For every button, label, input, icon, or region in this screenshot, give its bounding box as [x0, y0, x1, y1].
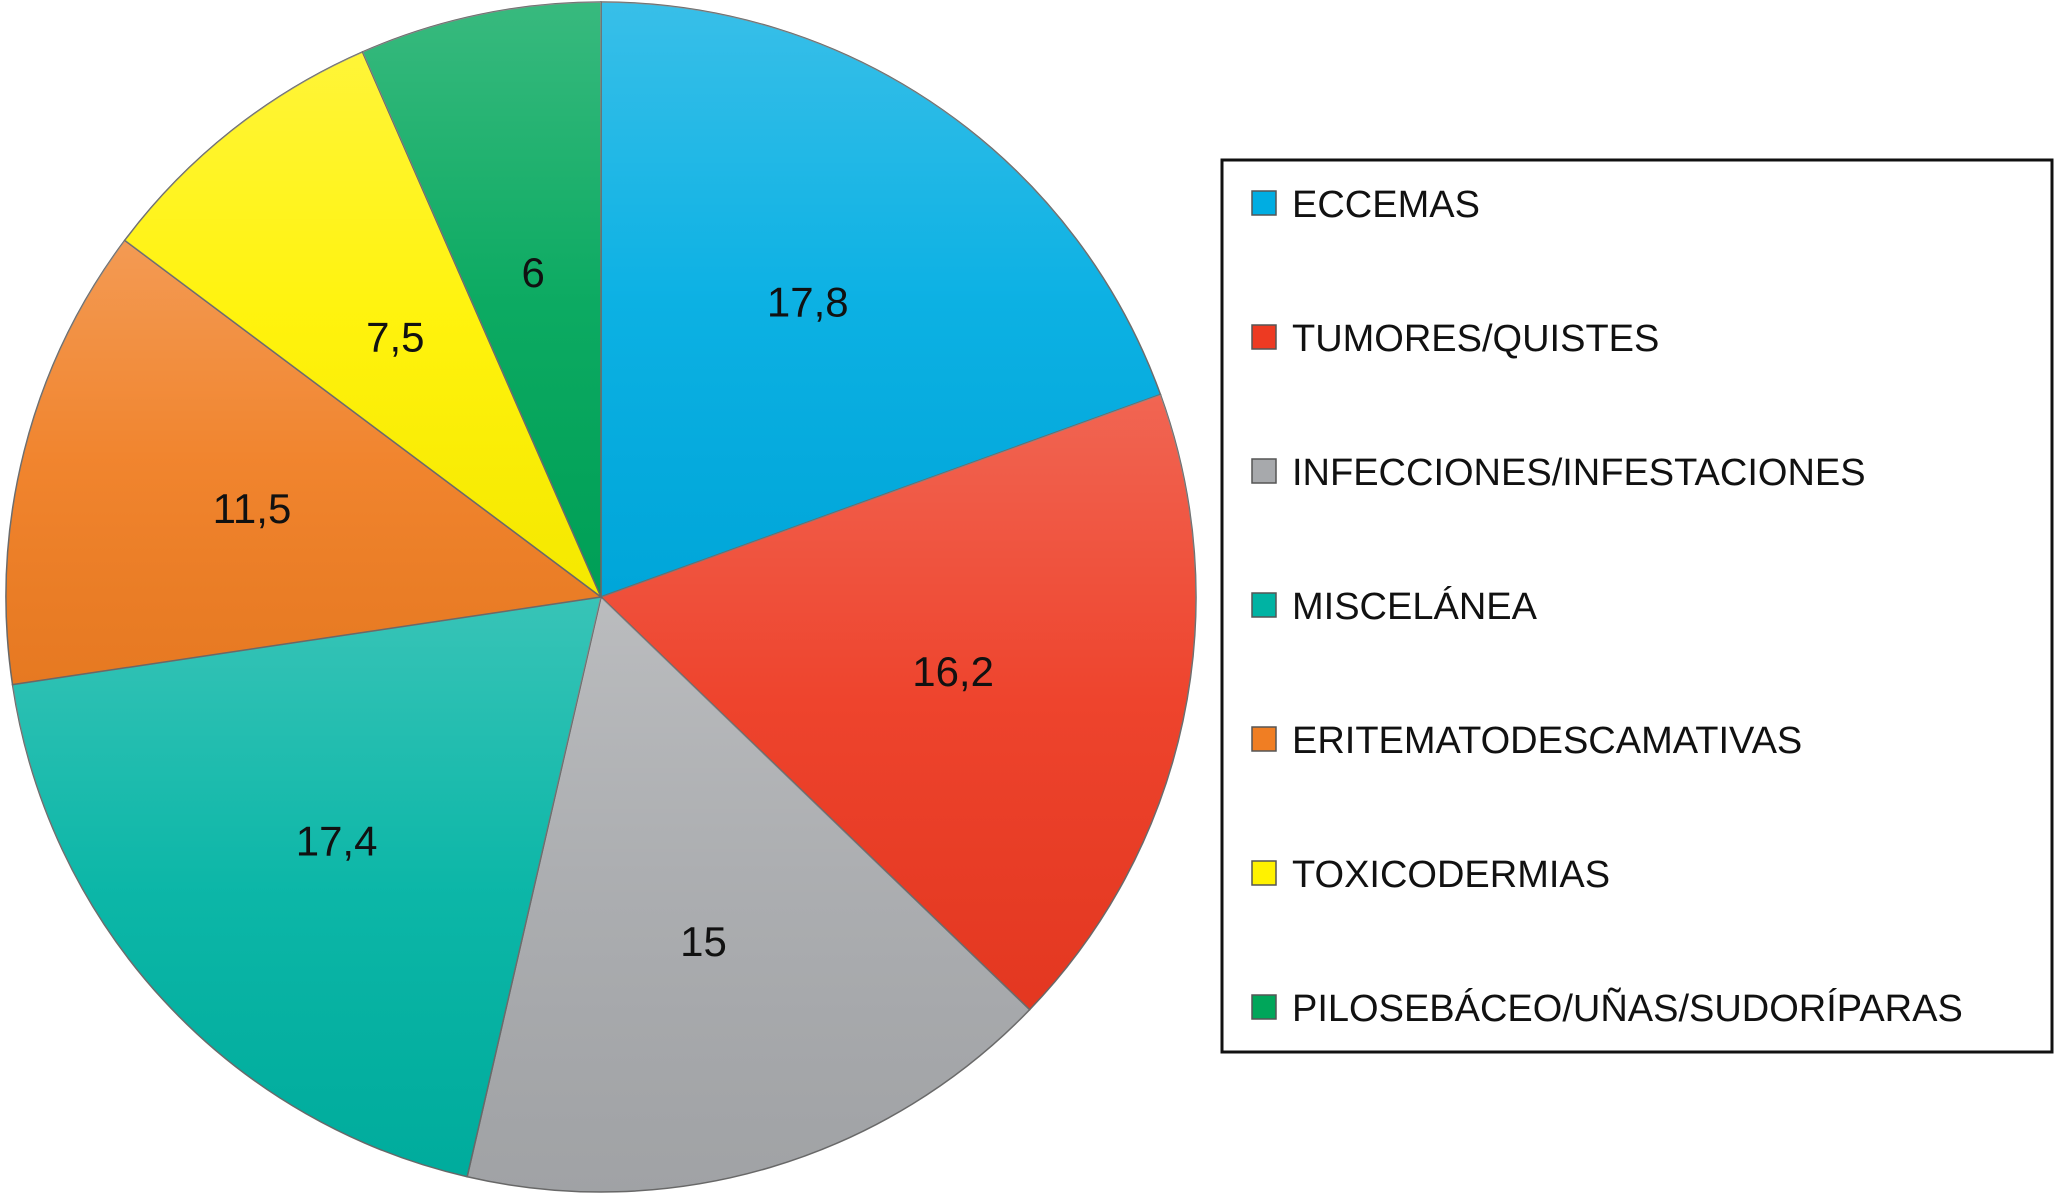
- legend-label-tumores-quistes: TUMORES/QUISTES: [1292, 318, 1659, 360]
- legend-swatch-tumores-quistes: [1251, 324, 1277, 350]
- slice-value-label: 15: [680, 918, 727, 965]
- pie-slice-shade-toxicodermias: [124, 51, 601, 597]
- legend-swatch-pilosebaceo-unas-sudoriparas: [1251, 994, 1277, 1020]
- legend-label-eritematodescamativas: ERITEMATODESCAMATIVAS: [1292, 720, 1802, 762]
- legend-label-miscelanea: MISCELÁNEA: [1292, 585, 1538, 628]
- legend-swatch-eccemas: [1251, 190, 1277, 216]
- legend-swatch-miscelanea: [1251, 592, 1277, 618]
- legend-label-eccemas: ECCEMAS: [1292, 184, 1480, 226]
- pie-slice-shade-eritematodescamativas: [6, 240, 602, 685]
- legend-label-pilosebaceo-unas-sudoriparas: PILOSEBÁCEO/UÑAS/SUDORÍPARAS: [1292, 987, 1963, 1030]
- legend-label-toxicodermias: TOXICODERMIAS: [1292, 854, 1610, 896]
- pie-slice-shade-pilosebaceo-unas-sudoriparas: [362, 2, 601, 597]
- slice-value-label: 7,5: [366, 314, 424, 361]
- slice-value-label: 16,2: [912, 648, 994, 695]
- legend-label-infecciones-infestaciones: INFECCIONES/INFESTACIONES: [1292, 452, 1866, 494]
- slice-value-label: 6: [522, 249, 545, 296]
- pie-slices: [5, 1, 1197, 1193]
- pie-slice-shade-infecciones-infestaciones: [467, 597, 1030, 1193]
- pie-slice-shade-tumores-quistes: [601, 394, 1196, 1010]
- legend-items: ECCEMAS TUMORES/QUISTES INFECCIONES/INFEST…: [1251, 184, 1963, 1030]
- legend: ECCEMAS TUMORES/QUISTES INFECCIONES/INFEST…: [1220, 158, 2054, 1054]
- pie-slice-shade-eccemas: [601, 2, 1161, 597]
- legend-swatch-toxicodermias: [1251, 860, 1277, 886]
- slice-value-label: 11,5: [213, 485, 292, 532]
- pie-value-labels: 17,8 16,2 15 17,4 11,5 7,5 6: [213, 249, 994, 965]
- slice-value-label: 17,8: [767, 278, 849, 325]
- legend-swatch-eritematodescamativas: [1251, 726, 1277, 752]
- legend-swatch-infecciones-infestaciones: [1251, 458, 1277, 484]
- pie-slice-shade-miscelanea: [12, 597, 602, 1177]
- legend-frame: [1220, 158, 2054, 1054]
- slice-value-label: 17,4: [296, 817, 378, 864]
